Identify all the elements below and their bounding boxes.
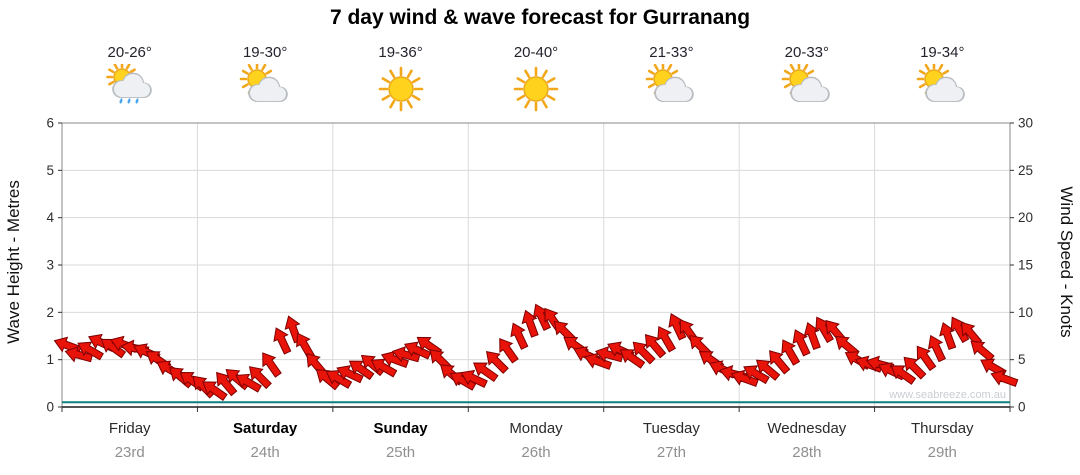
right-axis-tick-label: 20 bbox=[1018, 210, 1033, 225]
wind-arrow bbox=[815, 316, 834, 344]
day-name: Monday bbox=[509, 420, 563, 437]
wind-arrow bbox=[792, 329, 811, 357]
wind-arrow bbox=[248, 366, 272, 390]
wind-arrow bbox=[235, 373, 262, 393]
watermark: www.seabreeze.com.au bbox=[889, 389, 1006, 401]
day-date: 28th bbox=[792, 444, 822, 461]
right-axis-tick-label: 5 bbox=[1018, 352, 1026, 367]
wind-arrow bbox=[730, 369, 759, 387]
day-date: 23rd bbox=[114, 444, 145, 461]
day-name: Tuesday bbox=[642, 420, 700, 437]
wind-arrow bbox=[970, 340, 995, 362]
wind-arrow bbox=[510, 322, 529, 350]
wind-arrow bbox=[769, 350, 791, 375]
day-name: Wednesday bbox=[767, 420, 847, 437]
wind-arrow bbox=[903, 356, 927, 380]
wind-arrow bbox=[202, 381, 228, 401]
wind-arrow bbox=[632, 341, 656, 365]
wind-arrow bbox=[473, 362, 499, 383]
right-axis-tick-label: 30 bbox=[1018, 116, 1033, 131]
right-axis-tick-label: 25 bbox=[1018, 163, 1033, 178]
wind-arrow bbox=[657, 325, 676, 353]
day-date: 26th bbox=[521, 444, 551, 461]
left-axis-tick-label: 1 bbox=[46, 352, 54, 367]
wind-arrow bbox=[990, 369, 1019, 387]
day-name: Sunday bbox=[373, 420, 428, 437]
wind-arrow bbox=[584, 352, 613, 370]
day-name: Thursday bbox=[911, 420, 974, 437]
wind-arrow bbox=[916, 345, 937, 372]
day-temp-range: 19-34° bbox=[920, 44, 965, 61]
day-name: Friday bbox=[108, 420, 151, 437]
day-date: 27th bbox=[656, 444, 687, 461]
day-temp-range: 20-26° bbox=[107, 44, 152, 61]
right-axis-tick-label: 10 bbox=[1018, 305, 1033, 320]
chart-title: 7 day wind & wave forecast for Gurranang bbox=[329, 6, 751, 29]
left-axis-tick-label: 3 bbox=[46, 258, 54, 273]
sun-cloud-icon bbox=[914, 61, 970, 114]
sun-cloud-icon bbox=[779, 61, 835, 114]
right-axis-tick-label: 15 bbox=[1018, 258, 1033, 273]
wind-arrow bbox=[460, 369, 488, 388]
wind-arrow bbox=[325, 370, 353, 389]
wind-arrow bbox=[77, 341, 104, 361]
day-temp-range: 19-30° bbox=[242, 44, 288, 61]
day-temp-range: 19-36° bbox=[378, 44, 423, 61]
wind-arrow bbox=[380, 350, 409, 369]
wind-arrow bbox=[499, 338, 519, 364]
wind-arrow bbox=[960, 321, 983, 347]
wind-arrow bbox=[348, 360, 375, 381]
day-date: 24th bbox=[250, 444, 280, 461]
wind-arrow bbox=[834, 335, 860, 358]
wind-arrow bbox=[262, 352, 282, 378]
wind-arrow bbox=[404, 341, 432, 360]
wind-arrow bbox=[100, 338, 127, 359]
wind-arrow bbox=[216, 371, 238, 397]
day-name: Saturday bbox=[233, 420, 298, 437]
wind-arrow bbox=[644, 334, 667, 359]
sun-icon bbox=[508, 64, 564, 114]
wind-arrow bbox=[890, 365, 917, 385]
right-axis-tick-label: 0 bbox=[1018, 400, 1026, 415]
right-axis-title: Wind Speed - Knots bbox=[1057, 186, 1076, 338]
left-axis-tick-label: 5 bbox=[46, 163, 54, 178]
left-axis-tick-label: 2 bbox=[46, 305, 54, 320]
sun-cloud-icon bbox=[237, 61, 293, 114]
wind-arrow bbox=[370, 358, 398, 378]
wind-arrow bbox=[296, 332, 315, 360]
sun-rain-cloud-icon bbox=[102, 61, 158, 114]
sun-icon bbox=[373, 64, 429, 114]
left-axis-tick-label: 6 bbox=[46, 116, 54, 131]
wind-arrow bbox=[485, 351, 509, 374]
left-axis-title: Wave Height - Metres bbox=[4, 180, 23, 344]
wind-arrow bbox=[743, 365, 770, 385]
left-axis-tick-label: 0 bbox=[46, 400, 54, 415]
day-date: 29th bbox=[927, 444, 957, 461]
wind-arrow bbox=[927, 334, 946, 363]
wind-arrow bbox=[336, 365, 364, 384]
wind-arrow bbox=[950, 316, 970, 344]
wind-arrow bbox=[755, 359, 781, 381]
left-axis-tick-label: 4 bbox=[46, 210, 54, 225]
wind-arrow bbox=[781, 339, 801, 366]
sun-cloud-icon bbox=[643, 61, 699, 114]
day-temp-range: 21-33° bbox=[649, 44, 694, 61]
wind-arrow bbox=[619, 349, 646, 369]
day-date: 25th bbox=[385, 444, 416, 461]
wind-arrow bbox=[273, 327, 292, 355]
day-temp-range: 20-33° bbox=[784, 44, 830, 61]
day-temp-range: 20-40° bbox=[513, 44, 559, 61]
